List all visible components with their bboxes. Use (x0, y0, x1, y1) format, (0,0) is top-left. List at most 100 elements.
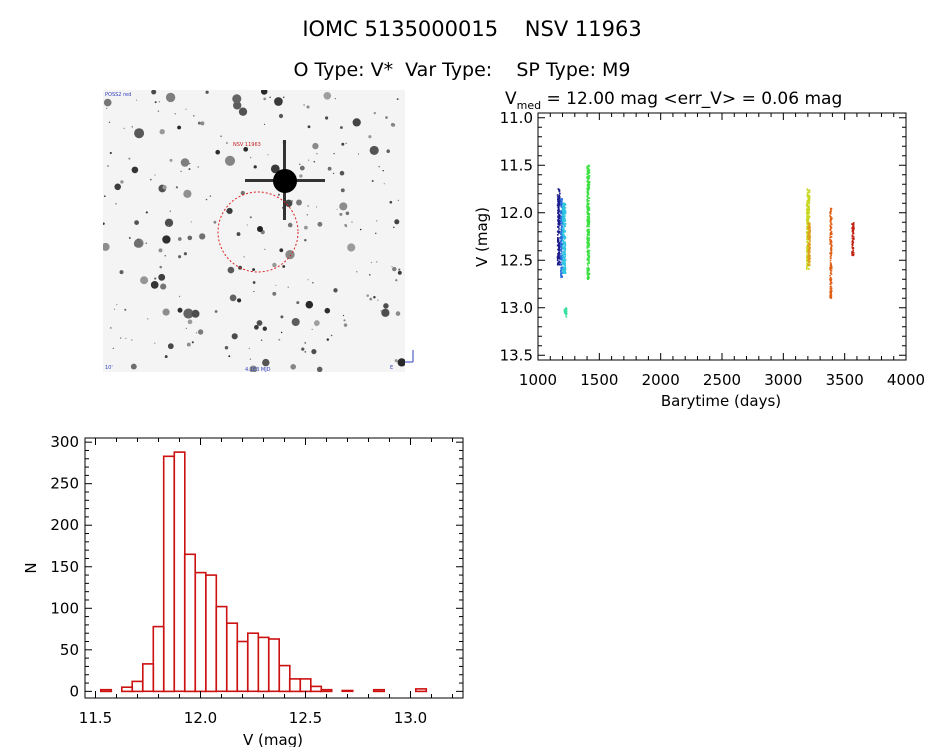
light-curve-point (808, 189, 811, 192)
light-curve-point (561, 216, 564, 218)
light-curve-point (556, 231, 559, 233)
sky-star (162, 185, 167, 190)
light-curve-point (561, 208, 564, 211)
sky-star (398, 268, 401, 271)
light-curve-point (559, 202, 562, 205)
light-curve-point (562, 220, 564, 222)
histogram-bar (131, 680, 144, 693)
light-curve-point (588, 239, 590, 242)
sky-star (272, 262, 277, 268)
light-curve-point (559, 215, 561, 218)
light-curve-point (559, 258, 562, 261)
light-curve-point (588, 171, 590, 173)
light-curve-point (807, 254, 810, 257)
sky-star (311, 349, 317, 355)
sky-star (233, 101, 242, 110)
light-curve-point (806, 205, 809, 207)
sky-star (197, 329, 204, 335)
light-curve-point (561, 209, 564, 212)
light-curve-point (564, 215, 566, 217)
light-curve-point (830, 231, 832, 234)
light-curve-point (560, 247, 563, 250)
light-curve-point (830, 230, 833, 233)
light-curve-point (587, 231, 589, 234)
sky-star (213, 220, 217, 224)
sky-star (160, 283, 167, 290)
light-curve-point (852, 230, 854, 233)
sky-star (109, 326, 112, 329)
light-curve-point (830, 252, 832, 255)
light-curve-point (562, 262, 565, 264)
histogram-ytick-label: 300 (50, 433, 79, 451)
light-curve-point (563, 250, 565, 253)
light-curve-point (564, 252, 566, 255)
light-curve-point (557, 219, 559, 221)
sky-star (169, 158, 173, 162)
light-curve-point (587, 214, 590, 216)
light-curve-point (587, 207, 590, 209)
sky-star (131, 126, 133, 128)
sky-star (280, 331, 283, 334)
sky-star (159, 265, 162, 269)
light-curve-point (586, 209, 589, 211)
light-curve-point (829, 293, 832, 295)
light-curve-point (829, 274, 831, 277)
light-curve-point (565, 316, 568, 318)
sky-star (178, 255, 182, 259)
light-curve-point (587, 170, 589, 172)
sky-star (119, 270, 124, 275)
light-curve-point (807, 226, 809, 229)
light-curve-point (588, 230, 590, 233)
histogram-ytick-label: 0 (69, 682, 79, 700)
sky-star (377, 299, 379, 301)
light-curve-point (557, 243, 560, 245)
light-curve-point (557, 237, 559, 239)
light-curve-point (587, 264, 589, 266)
histogram-frame (84, 437, 464, 699)
light-curve-point (830, 227, 832, 230)
light-curve-point (588, 252, 590, 254)
sky-star (263, 123, 266, 125)
light-curve-point (564, 230, 567, 232)
light-curve-point (851, 223, 853, 225)
sky-star (134, 128, 145, 139)
light-curve-point (557, 202, 559, 205)
sky-star (394, 219, 400, 225)
sky-star (287, 286, 289, 288)
light-curve-point (829, 255, 832, 258)
sky-star (180, 170, 182, 172)
light-curve-point (558, 253, 560, 256)
sky-star (123, 127, 125, 130)
sky-star (351, 221, 353, 223)
light-curve-point (557, 201, 560, 203)
light-curve-point (562, 240, 565, 242)
light-curve-point (851, 237, 854, 239)
sky-star (249, 216, 252, 219)
light-curve-point (587, 186, 590, 189)
light-curve-point (587, 176, 590, 179)
light-curve-point (586, 187, 588, 190)
light-curve-point (808, 249, 811, 252)
light-curve-point (558, 216, 560, 219)
sky-star (347, 243, 356, 252)
light-curve-point (558, 196, 561, 198)
histogram-bar (257, 636, 270, 693)
sky-star (252, 268, 256, 272)
light-curve-point (556, 256, 559, 258)
histogram-bar (278, 664, 291, 693)
sky-star (263, 97, 267, 101)
sky-star (167, 225, 170, 227)
light-curve-point (808, 264, 810, 266)
light-curve-point (807, 264, 809, 267)
light-curve-point (829, 259, 832, 262)
light-curve-point (807, 253, 810, 256)
light-curve-point (564, 253, 567, 256)
sky-star (252, 281, 256, 284)
light-curve-point (558, 221, 560, 224)
light-curve-point (564, 260, 566, 262)
sky-star (158, 273, 166, 281)
sky-east-label: E (390, 365, 393, 371)
light-curve-point (808, 226, 810, 229)
sky-star (378, 166, 380, 168)
light-curve-point (588, 260, 590, 263)
